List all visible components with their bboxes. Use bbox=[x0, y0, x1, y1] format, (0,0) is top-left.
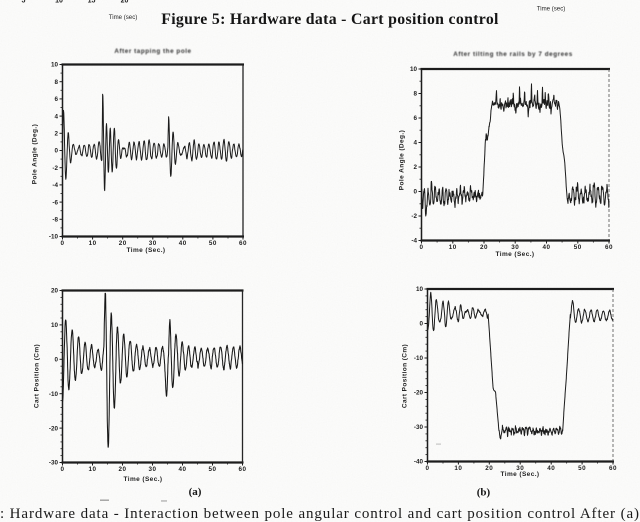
svg-text:20: 20 bbox=[480, 244, 488, 251]
svg-text:Time (Sec.): Time (Sec.) bbox=[501, 471, 540, 478]
svg-text:40: 40 bbox=[178, 466, 186, 473]
svg-text:After tapping the pole: After tapping the pole bbox=[114, 48, 191, 55]
svg-text:8: 8 bbox=[54, 79, 58, 86]
svg-text:10: 10 bbox=[51, 322, 59, 329]
svg-text:-40: -40 bbox=[414, 459, 424, 466]
svg-text:20: 20 bbox=[119, 240, 127, 247]
svg-text:20: 20 bbox=[121, 0, 129, 4]
svg-text:-30: -30 bbox=[414, 424, 424, 431]
svg-text:-8: -8 bbox=[52, 217, 58, 224]
svg-text:0: 0 bbox=[60, 240, 64, 247]
svg-text:10: 10 bbox=[449, 244, 457, 251]
svg-text:60: 60 bbox=[239, 240, 247, 247]
svg-text:6: 6 bbox=[413, 115, 417, 122]
svg-text:50: 50 bbox=[574, 244, 582, 251]
svg-text:-30: -30 bbox=[49, 460, 59, 467]
svg-text:-10: -10 bbox=[49, 391, 59, 398]
svg-text:Pole Angle (Deg.): Pole Angle (Deg.) bbox=[32, 124, 39, 184]
svg-text:0: 0 bbox=[425, 465, 429, 472]
svg-text:-4: -4 bbox=[411, 238, 417, 245]
svg-text:Time (Sec.): Time (Sec.) bbox=[127, 247, 166, 254]
svg-text:-4: -4 bbox=[52, 182, 58, 189]
svg-text:30: 30 bbox=[511, 244, 519, 251]
svg-text:4: 4 bbox=[54, 113, 58, 120]
svg-text:60: 60 bbox=[605, 244, 613, 251]
svg-text:20: 20 bbox=[51, 288, 59, 295]
svg-text:6: 6 bbox=[54, 96, 58, 103]
svg-text:30: 30 bbox=[516, 465, 524, 472]
svg-text:-10: -10 bbox=[414, 355, 424, 362]
svg-text:0: 0 bbox=[419, 321, 423, 328]
svg-text:20: 20 bbox=[485, 465, 493, 472]
svg-text:(b): (b) bbox=[477, 487, 491, 499]
svg-text:(a): (a) bbox=[189, 486, 202, 498]
svg-text:0: 0 bbox=[419, 244, 423, 251]
svg-text:50: 50 bbox=[209, 240, 217, 247]
svg-text:-2: -2 bbox=[411, 213, 417, 220]
svg-text:-10: -10 bbox=[49, 234, 59, 241]
svg-text:-6: -6 bbox=[52, 199, 58, 206]
svg-text:-20: -20 bbox=[49, 425, 59, 432]
svg-text:0: 0 bbox=[54, 148, 58, 155]
svg-text:60: 60 bbox=[609, 465, 617, 472]
svg-text:50: 50 bbox=[208, 466, 216, 473]
svg-text:Pole Angle (Deg.): Pole Angle (Deg.) bbox=[399, 130, 406, 190]
svg-text:40: 40 bbox=[542, 244, 550, 251]
svg-text:10: 10 bbox=[51, 62, 59, 69]
svg-text:: Hardware data - Interaction: : Hardware data - Interaction between po… bbox=[0, 506, 639, 522]
svg-text:10: 10 bbox=[55, 0, 63, 4]
svg-text:Time (sec): Time (sec) bbox=[537, 6, 566, 13]
svg-text:0: 0 bbox=[54, 357, 58, 364]
svg-text:Time (Sec.): Time (Sec.) bbox=[496, 251, 535, 258]
svg-text:-20: -20 bbox=[414, 390, 424, 397]
svg-text:10: 10 bbox=[416, 286, 424, 293]
svg-text:50: 50 bbox=[578, 465, 586, 472]
svg-text:30: 30 bbox=[148, 466, 156, 473]
svg-text:10: 10 bbox=[89, 240, 97, 247]
svg-text:Time (Sec.): Time (Sec.) bbox=[124, 476, 163, 483]
svg-text:0: 0 bbox=[60, 466, 64, 473]
svg-text:4: 4 bbox=[413, 140, 417, 147]
svg-text:8: 8 bbox=[413, 91, 417, 98]
svg-text:Cart Position (Cm): Cart Position (Cm) bbox=[34, 344, 41, 408]
svg-text:60: 60 bbox=[238, 466, 246, 473]
svg-text:Cart Position (Cm): Cart Position (Cm) bbox=[402, 344, 409, 408]
svg-text:After tilting the rails by 7 d: After tilting the rails by 7 degrees bbox=[453, 51, 573, 58]
svg-text:10: 10 bbox=[454, 465, 462, 472]
svg-text:Time (sec): Time (sec) bbox=[109, 14, 138, 21]
svg-text:2: 2 bbox=[413, 164, 417, 171]
svg-text:20: 20 bbox=[118, 466, 126, 473]
svg-text:Figure 5: Hardware data - Car: Figure 5: Hardware data - Cart position … bbox=[161, 11, 499, 28]
svg-text:15: 15 bbox=[88, 0, 96, 4]
svg-text:10: 10 bbox=[88, 466, 96, 473]
svg-text:10: 10 bbox=[410, 66, 418, 73]
svg-text:40: 40 bbox=[547, 465, 555, 472]
svg-text:2: 2 bbox=[54, 131, 58, 138]
svg-text:30: 30 bbox=[149, 240, 157, 247]
svg-text:-2: -2 bbox=[52, 165, 58, 172]
svg-text:40: 40 bbox=[179, 240, 187, 247]
svg-text:0: 0 bbox=[413, 189, 417, 196]
svg-text:5: 5 bbox=[22, 0, 26, 4]
